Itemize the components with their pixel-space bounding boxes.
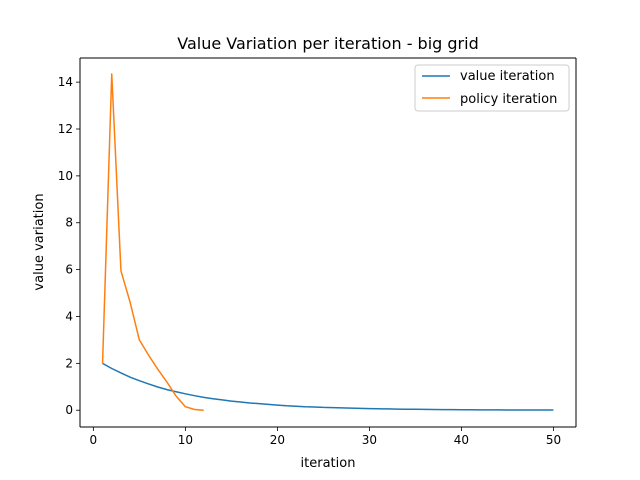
legend-label-policy-iteration: policy iteration: [460, 92, 557, 107]
x-tick-label: 30: [362, 433, 377, 447]
x-tick-label: 10: [178, 433, 193, 447]
y-tick-label: 8: [65, 216, 73, 230]
chart-title: Value Variation per iteration - big grid: [177, 34, 478, 53]
plot-frame: [79, 57, 577, 428]
x-axis-label: iteration: [301, 456, 356, 471]
x-tick-label: 0: [90, 433, 98, 447]
series-line-policy-iteration: [101, 73, 204, 411]
legend: value iteration policy iteration: [414, 64, 570, 112]
x-tick-label: 40: [454, 433, 469, 447]
y-tick-label: 6: [65, 263, 73, 277]
tick-layer: 0 10 20 30 40 50 0 2 4 6 8 10 12 14: [58, 75, 561, 447]
series-layer: [101, 73, 554, 411]
legend-box: [414, 64, 570, 112]
y-axis-label: value variation: [32, 193, 47, 290]
x-tick-label: 50: [546, 433, 561, 447]
y-tick-label: 0: [65, 403, 73, 417]
plot-area: [80, 58, 576, 427]
x-tick-label: 20: [270, 433, 285, 447]
y-tick-label: 4: [65, 309, 73, 323]
series-line-value-iteration: [102, 362, 554, 411]
y-tick-label: 2: [65, 356, 73, 370]
y-tick-label: 10: [58, 169, 73, 183]
y-tick-label: 12: [58, 122, 73, 136]
y-tick-label: 14: [58, 75, 73, 89]
legend-label-value-iteration: value iteration: [460, 69, 555, 84]
